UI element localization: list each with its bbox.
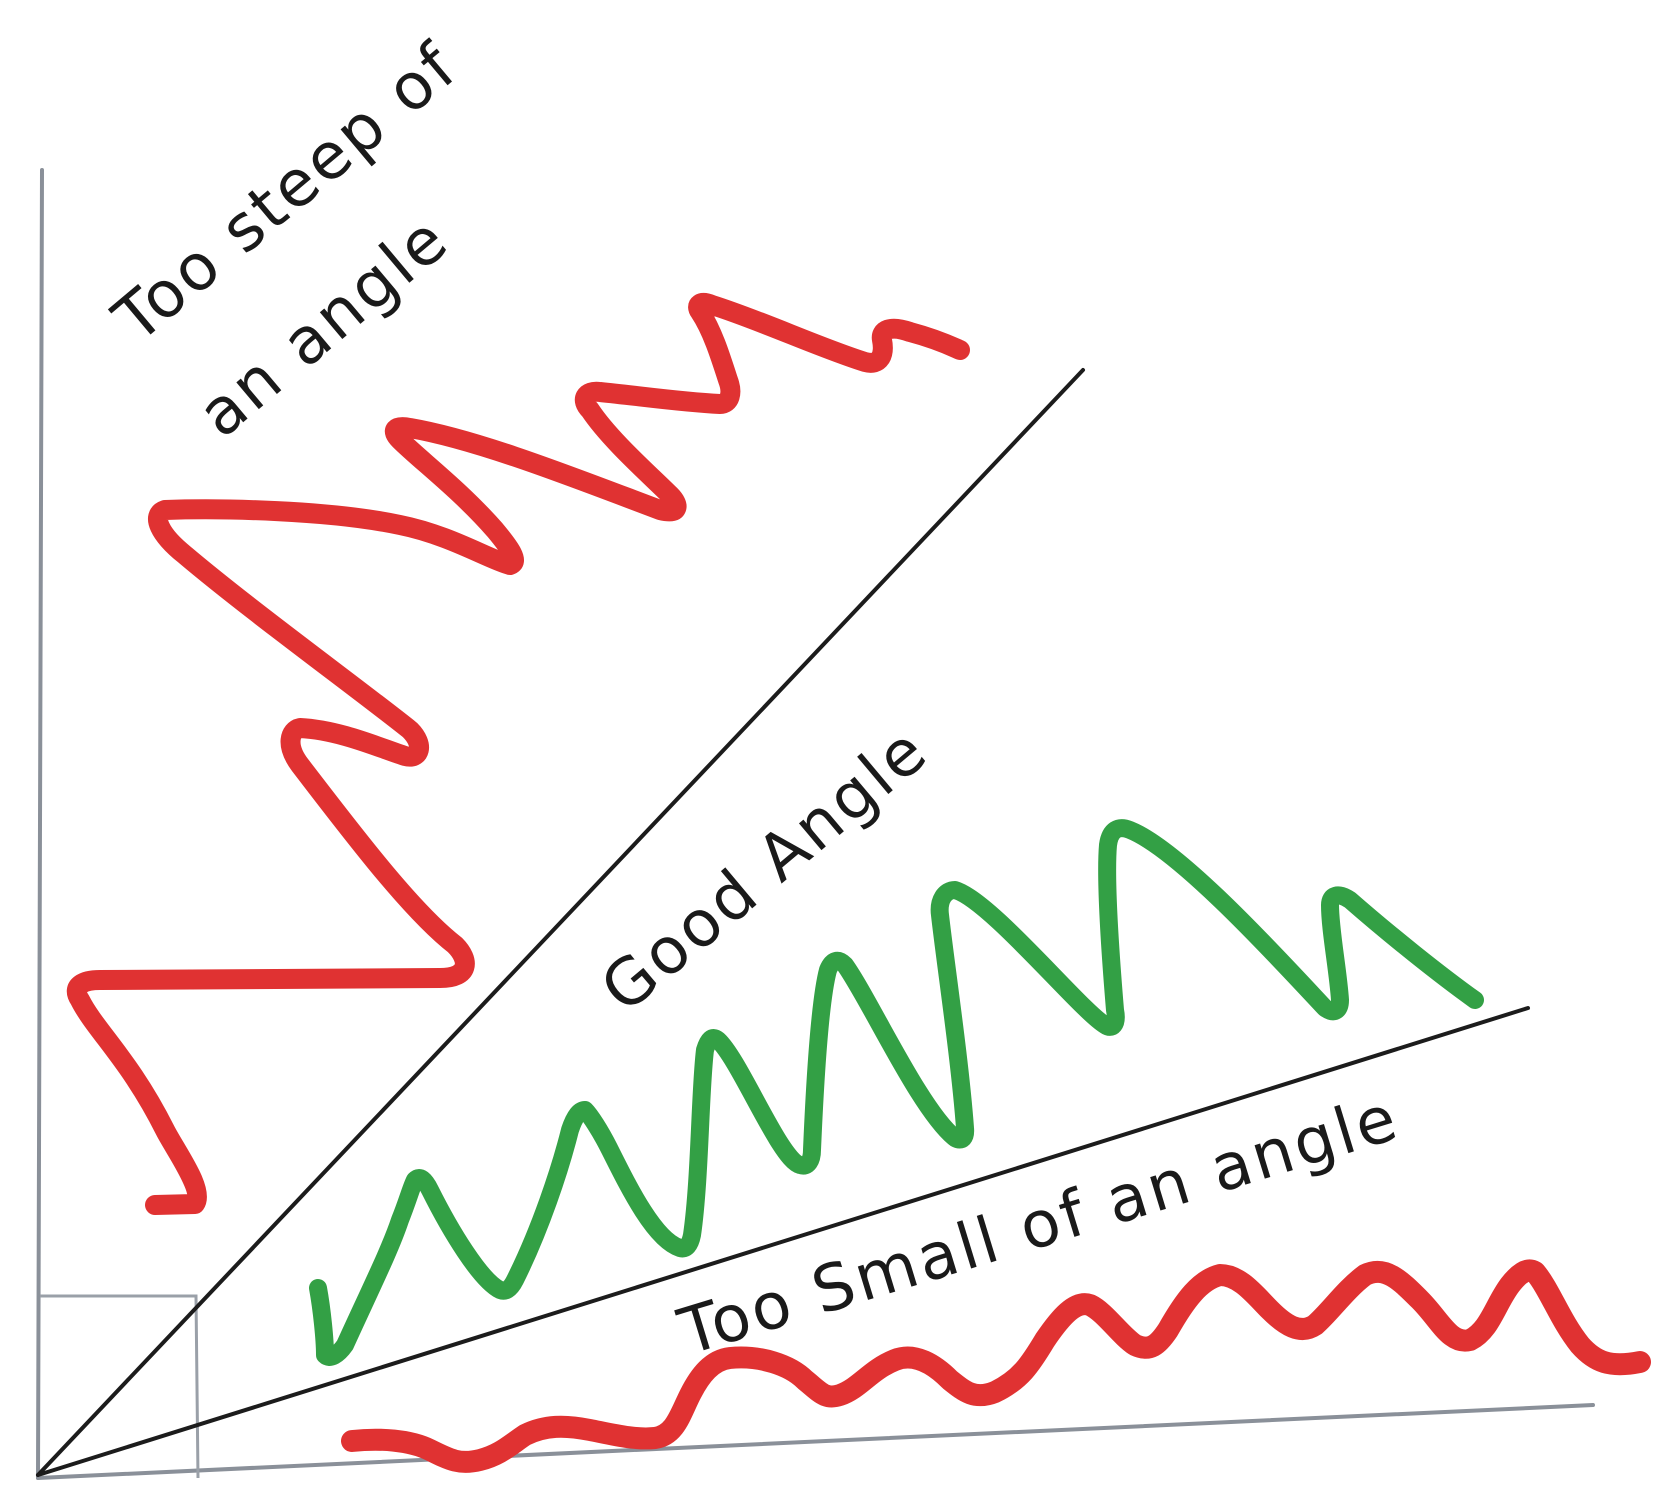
steep-label-line1: Too steep of <box>100 29 472 358</box>
good-angle-label: Good Angle <box>588 713 943 1027</box>
x-axis <box>36 1403 1595 1480</box>
steep-wave <box>66 293 970 1215</box>
steep-boundary-line <box>36 368 1085 1477</box>
small-wave <box>341 1259 1651 1473</box>
good-wave <box>309 819 1484 1366</box>
shallow-boundary-line <box>36 1006 1530 1477</box>
y-axis <box>36 168 44 1480</box>
right-angle-marker <box>40 1294 200 1479</box>
